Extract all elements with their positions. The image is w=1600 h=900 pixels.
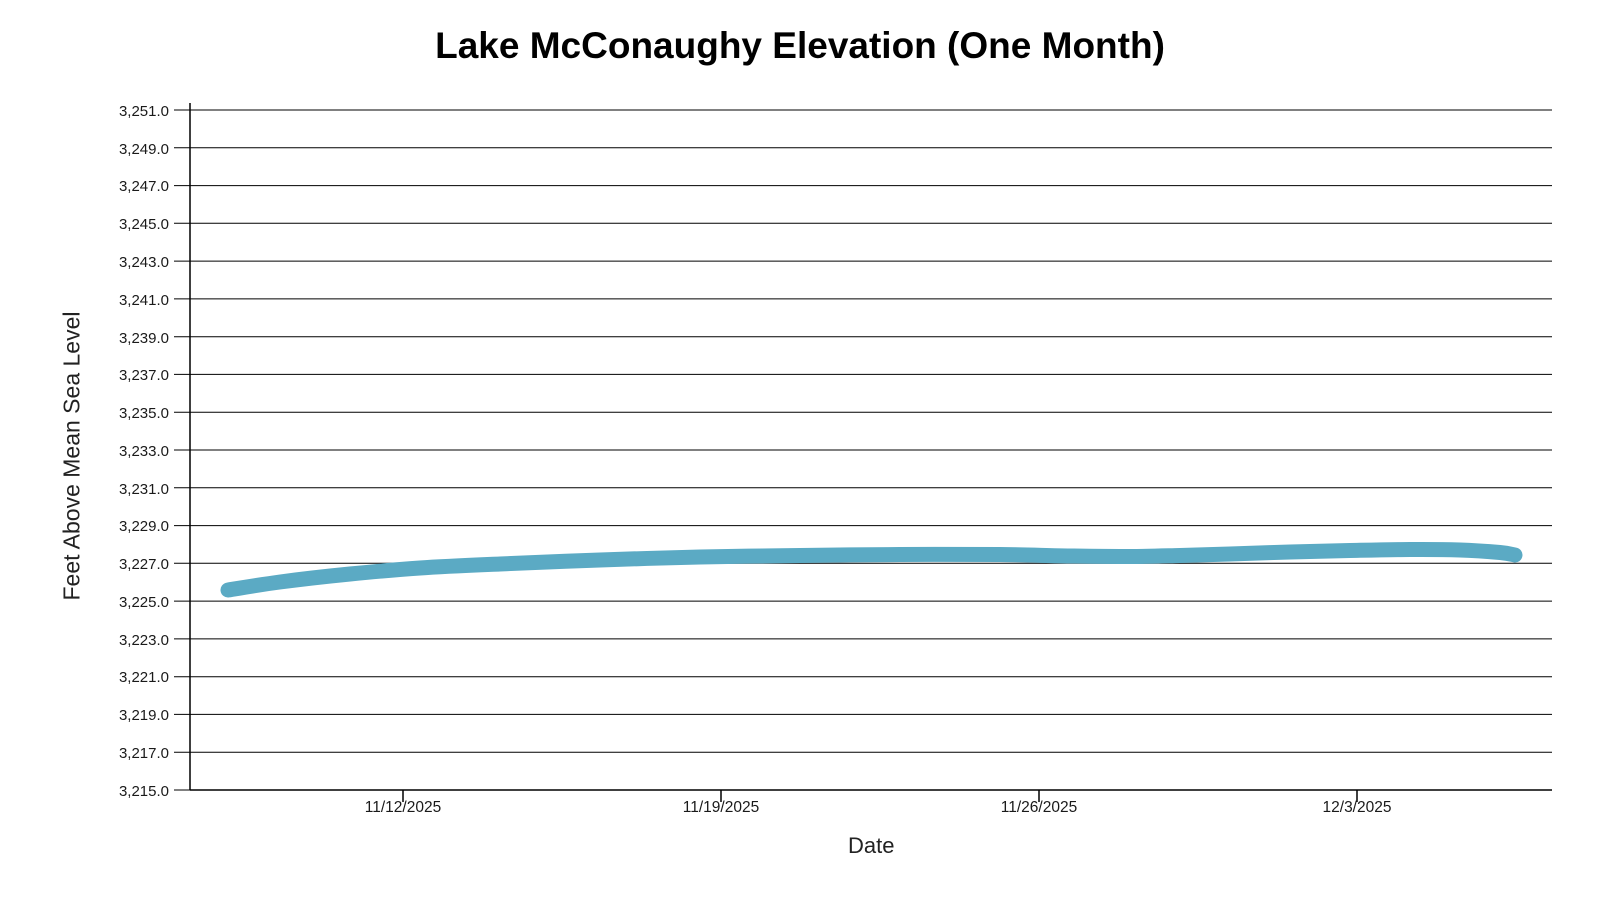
- svg-text:3,227.0: 3,227.0: [119, 556, 169, 573]
- svg-text:3,215.0: 3,215.0: [119, 783, 169, 800]
- svg-text:3,247.0: 3,247.0: [119, 178, 169, 195]
- svg-text:3,245.0: 3,245.0: [119, 216, 169, 233]
- svg-text:3,223.0: 3,223.0: [119, 632, 169, 649]
- svg-text:3,249.0: 3,249.0: [119, 141, 169, 158]
- svg-text:11/19/2025: 11/19/2025: [683, 799, 759, 816]
- svg-text:3,239.0: 3,239.0: [119, 330, 169, 347]
- svg-text:3,235.0: 3,235.0: [119, 405, 169, 422]
- svg-text:3,229.0: 3,229.0: [119, 518, 169, 535]
- svg-text:3,217.0: 3,217.0: [119, 745, 169, 762]
- svg-text:3,219.0: 3,219.0: [119, 707, 169, 724]
- svg-text:3,251.0: 3,251.0: [119, 103, 169, 120]
- svg-text:3,241.0: 3,241.0: [119, 292, 169, 309]
- svg-text:11/12/2025: 11/12/2025: [365, 799, 441, 816]
- svg-text:3,243.0: 3,243.0: [119, 254, 169, 271]
- svg-text:11/26/2025: 11/26/2025: [1001, 799, 1077, 816]
- svg-text:3,221.0: 3,221.0: [119, 669, 169, 686]
- svg-text:3,237.0: 3,237.0: [119, 367, 169, 384]
- svg-text:3,231.0: 3,231.0: [119, 481, 169, 498]
- svg-text:3,225.0: 3,225.0: [119, 594, 169, 611]
- svg-text:12/3/2025: 12/3/2025: [1323, 799, 1392, 816]
- svg-text:3,233.0: 3,233.0: [119, 443, 169, 460]
